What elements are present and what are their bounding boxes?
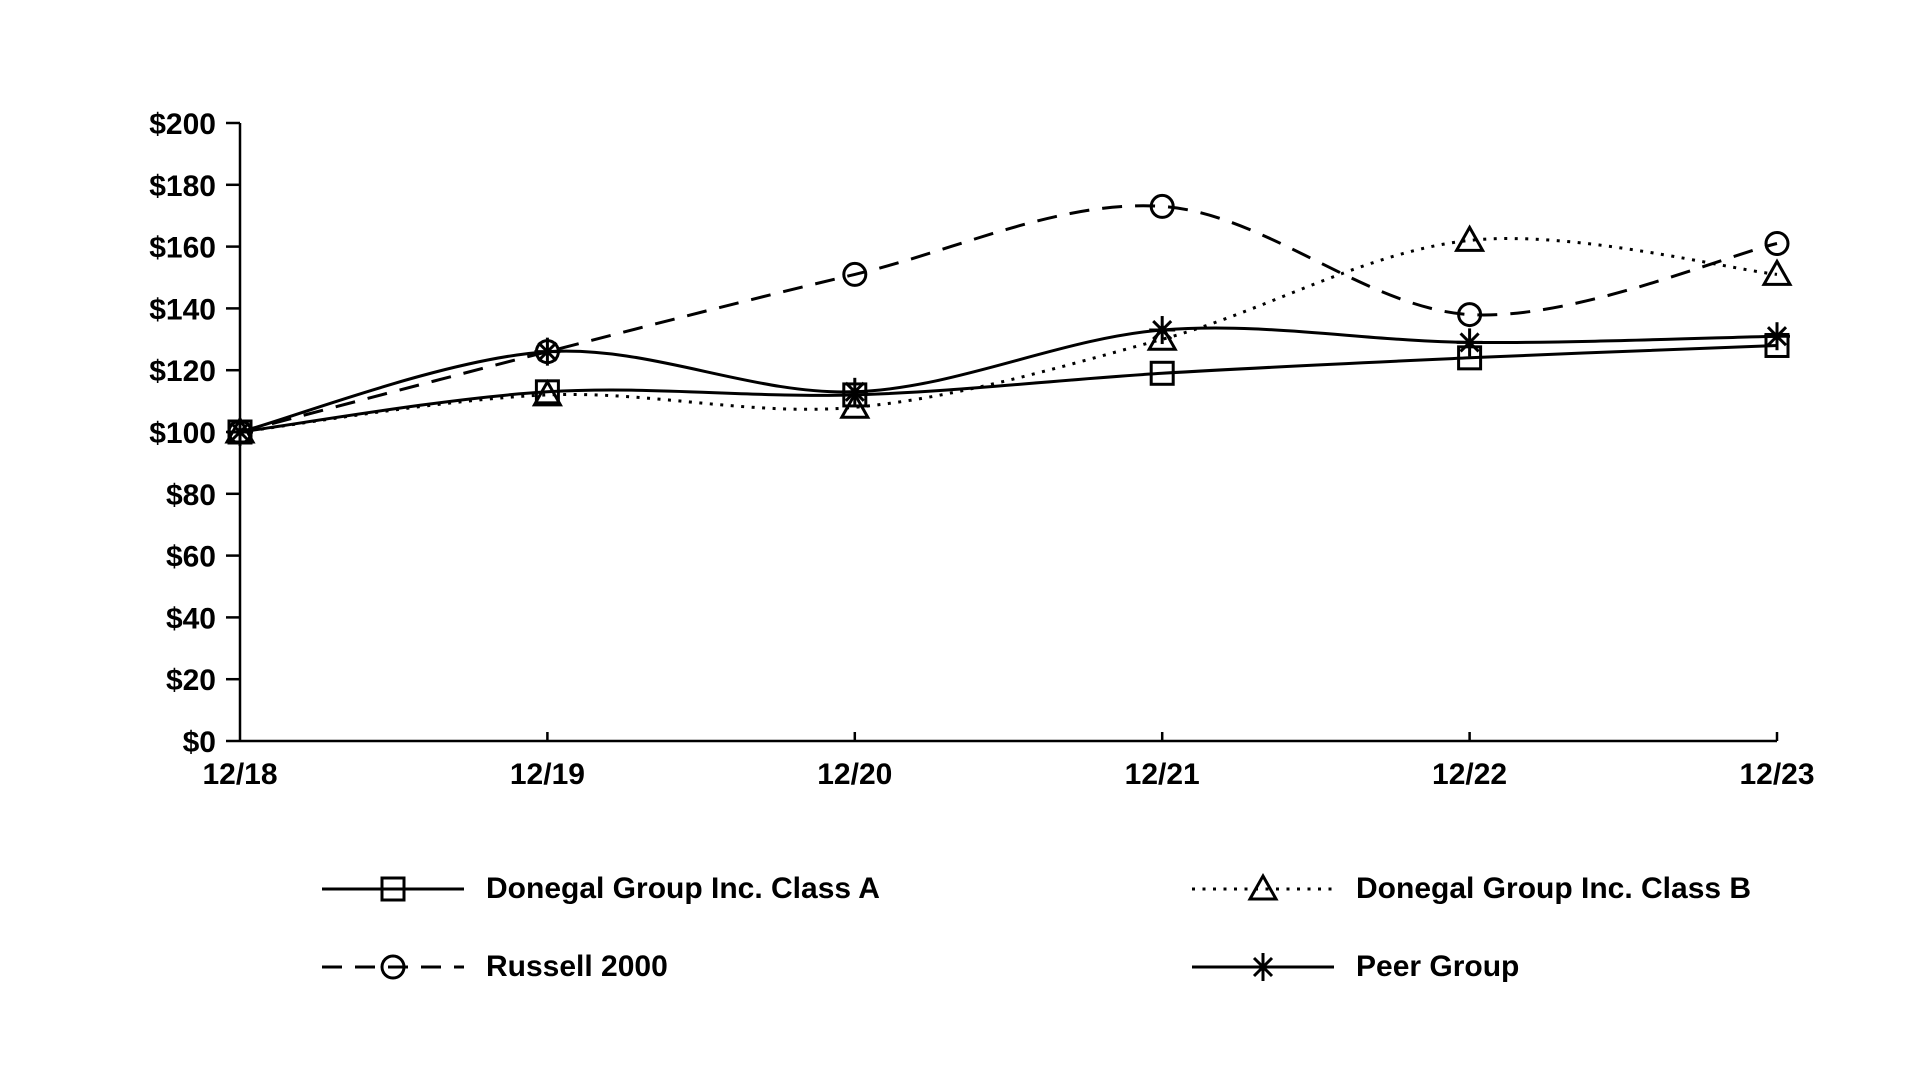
x-tick-label: 12/22 [1432,758,1507,791]
legend-label-donegal-class-a: Donegal Group Inc. Class A [486,872,880,905]
legend-label-donegal-class-b: Donegal Group Inc. Class B [1356,872,1752,905]
y-tick-label: $140 [149,293,216,326]
x-tick-label: 12/19 [510,758,585,791]
x-tick-label: 12/20 [817,758,892,791]
legend-item-donegal-class-b: Donegal Group Inc. Class B [1188,869,1751,909]
legend-label-russell-2000: Russell 2000 [486,950,668,983]
legend-sample-solid-square-icon [322,876,464,902]
y-tick-label: $160 [149,232,216,265]
y-tick-label: $100 [149,417,216,450]
y-tick-label: $40 [166,602,216,635]
series-square [227,332,1790,445]
legend-sample-dashed-circle-icon [322,954,464,980]
series-line-2 [239,204,1778,434]
x-tick-label: 12/18 [202,758,277,791]
series-line-3 [239,326,1778,434]
x-tick-label: 12/21 [1125,758,1200,791]
legend-item-peer-group: Peer Group [1188,947,1519,987]
legend-sample-solid-asterisk-icon [1192,953,1334,981]
y-tick-label: $200 [149,108,216,141]
legend-item-donegal-class-a: Donegal Group Inc. Class A [318,869,880,909]
y-tick-label: $0 [183,726,216,759]
y-tick-label: $80 [166,479,216,512]
y-tick-label: $20 [166,664,216,697]
y-tick-label: $120 [149,355,216,388]
series-line-1 [239,237,1778,434]
x-tick-label: 12/23 [1739,758,1814,791]
y-tick-label: $180 [149,170,216,203]
y-tick-label: $60 [166,541,216,574]
legend-sample-dotted-triangle-icon [1192,872,1334,901]
series-line-0 [239,344,1778,434]
series-circle [227,193,1790,445]
series-asterisk [227,316,1790,446]
legend-label-peer-group: Peer Group [1356,950,1520,983]
series-triangle [224,224,1793,444]
legend-item-russell-2000: Russell 2000 [318,947,668,987]
